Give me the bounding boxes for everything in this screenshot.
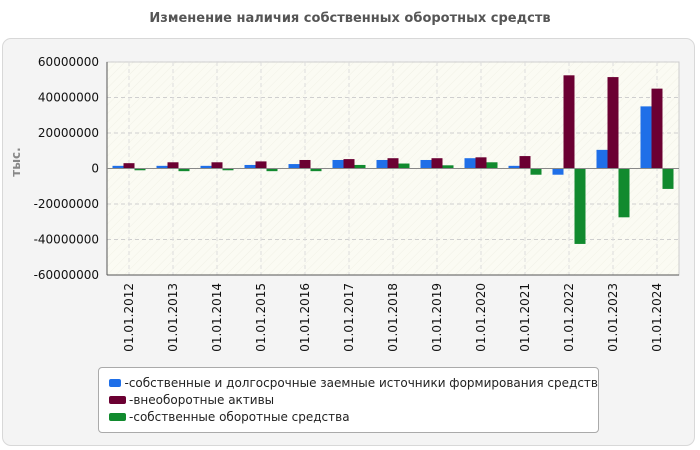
- bar-series-0-01.01.2014: [200, 165, 212, 169]
- legend-prefix: -: [129, 392, 134, 407]
- bar-series-1-01.01.2020: [475, 157, 487, 169]
- bar-series-2-01.01.2024: [662, 168, 674, 189]
- legend-label-noncurrent: внеоборотные активы: [133, 392, 275, 407]
- x-tick-label: 01.01.2022: [562, 283, 576, 352]
- x-tick-label: 01.01.2018: [386, 283, 400, 352]
- legend-label-sources: собственные и долгосрочные заемные источ…: [128, 375, 598, 390]
- bar-series-2-01.01.2015: [266, 168, 278, 172]
- bar-series-2-01.01.2020: [486, 162, 498, 169]
- x-tick-label: 01.01.2014: [210, 283, 224, 352]
- bar-series-0-01.01.2018: [376, 159, 388, 169]
- y-tick-labels: 60000000 40000000 20000000 0 -20000000 -40000…: [34, 55, 99, 282]
- bar-series-0-01.01.2024: [640, 106, 652, 169]
- x-tick-label: 01.01.2013: [166, 283, 180, 352]
- axes: [106, 62, 679, 276]
- y-tick-label: -20000000: [34, 197, 99, 211]
- bar-series-1-01.01.2012: [123, 163, 135, 169]
- bar-series-1-01.01.2013: [167, 162, 179, 169]
- legend-prefix: -: [124, 375, 129, 390]
- bar-series-2-01.01.2013: [178, 168, 190, 172]
- bar-series-2-01.01.2017: [354, 164, 366, 169]
- bar-series-1-01.01.2024: [651, 88, 663, 169]
- bar-series-0-01.01.2016: [288, 164, 300, 169]
- y-tick-label: 40000000: [38, 91, 99, 105]
- bar-series-2-01.01.2019: [442, 165, 454, 169]
- legend-swatch-sources: [109, 378, 122, 387]
- legend: - собственные и долгосрочные заемные ист…: [98, 367, 599, 433]
- bar-series-0-01.01.2013: [156, 165, 168, 169]
- bar-series-2-01.01.2023: [618, 168, 630, 218]
- bar-series-2-01.01.2022: [574, 168, 586, 244]
- bar-series-0-01.01.2021: [508, 165, 520, 169]
- bar-series-2-01.01.2012: [134, 168, 146, 171]
- bar-series-0-01.01.2017: [332, 159, 344, 169]
- bar-series-2-01.01.2014: [222, 168, 234, 171]
- bar-series-0-01.01.2023: [596, 149, 608, 169]
- legend-swatch-working-capital: [109, 412, 126, 421]
- x-tick-label: 01.01.2012: [122, 283, 136, 352]
- x-tick-labels: 01.01.2012 01.01.2013 01.01.2014 01.01.2015…: [122, 283, 664, 352]
- x-tick-label: 01.01.2015: [254, 283, 268, 352]
- y-axis-label: тыс.: [9, 147, 23, 176]
- bar-series-1-01.01.2016: [299, 159, 311, 169]
- legend-swatch-noncurrent: [109, 395, 126, 404]
- bars: [112, 75, 674, 244]
- bar-series-1-01.01.2018: [387, 158, 399, 169]
- bar-series-0-01.01.2020: [464, 158, 476, 169]
- legend-item-working-capital: - собственные оборотные средства: [109, 408, 598, 425]
- bar-series-1-01.01.2015: [255, 161, 267, 169]
- y-tick-label: 20000000: [38, 126, 99, 140]
- bar-series-0-01.01.2012: [112, 165, 124, 169]
- bar-series-1-01.01.2022: [563, 75, 575, 169]
- y-tick-label: 0: [91, 162, 99, 176]
- bar-series-2-01.01.2016: [310, 168, 322, 172]
- x-tick-label: 01.01.2023: [606, 283, 620, 352]
- legend-prefix: -: [129, 409, 134, 424]
- y-tick-label: -60000000: [34, 268, 99, 282]
- bar-series-2-01.01.2021: [530, 168, 542, 175]
- y-tick-label: 60000000: [38, 55, 99, 69]
- bar-series-0-01.01.2015: [244, 164, 256, 169]
- x-tick-label: 01.01.2016: [298, 283, 312, 352]
- x-tick-label: 01.01.2020: [474, 283, 488, 352]
- bar-series-1-01.01.2019: [431, 158, 443, 169]
- bar-series-0-01.01.2022: [552, 168, 564, 175]
- bar-series-1-01.01.2014: [211, 162, 223, 169]
- legend-item-sources: - собственные и долгосрочные заемные ист…: [109, 374, 598, 391]
- x-tick-label: 01.01.2019: [430, 283, 444, 352]
- chart-title: Изменение наличия собственных оборотных …: [149, 11, 551, 26]
- bar-series-1-01.01.2023: [607, 77, 619, 169]
- x-tick-label: 01.01.2024: [650, 283, 664, 352]
- bar-series-2-01.01.2018: [398, 163, 410, 169]
- x-tick-label: 01.01.2021: [518, 283, 532, 352]
- legend-label-working-capital: собственные оборотные средства: [133, 409, 350, 424]
- bar-series-1-01.01.2021: [519, 156, 531, 169]
- bar-series-1-01.01.2017: [343, 159, 355, 169]
- x-tick-label: 01.01.2017: [342, 283, 356, 352]
- bar-series-0-01.01.2019: [420, 159, 432, 169]
- y-tick-label: -40000000: [34, 233, 99, 247]
- legend-item-noncurrent: - внеоборотные активы: [109, 391, 598, 408]
